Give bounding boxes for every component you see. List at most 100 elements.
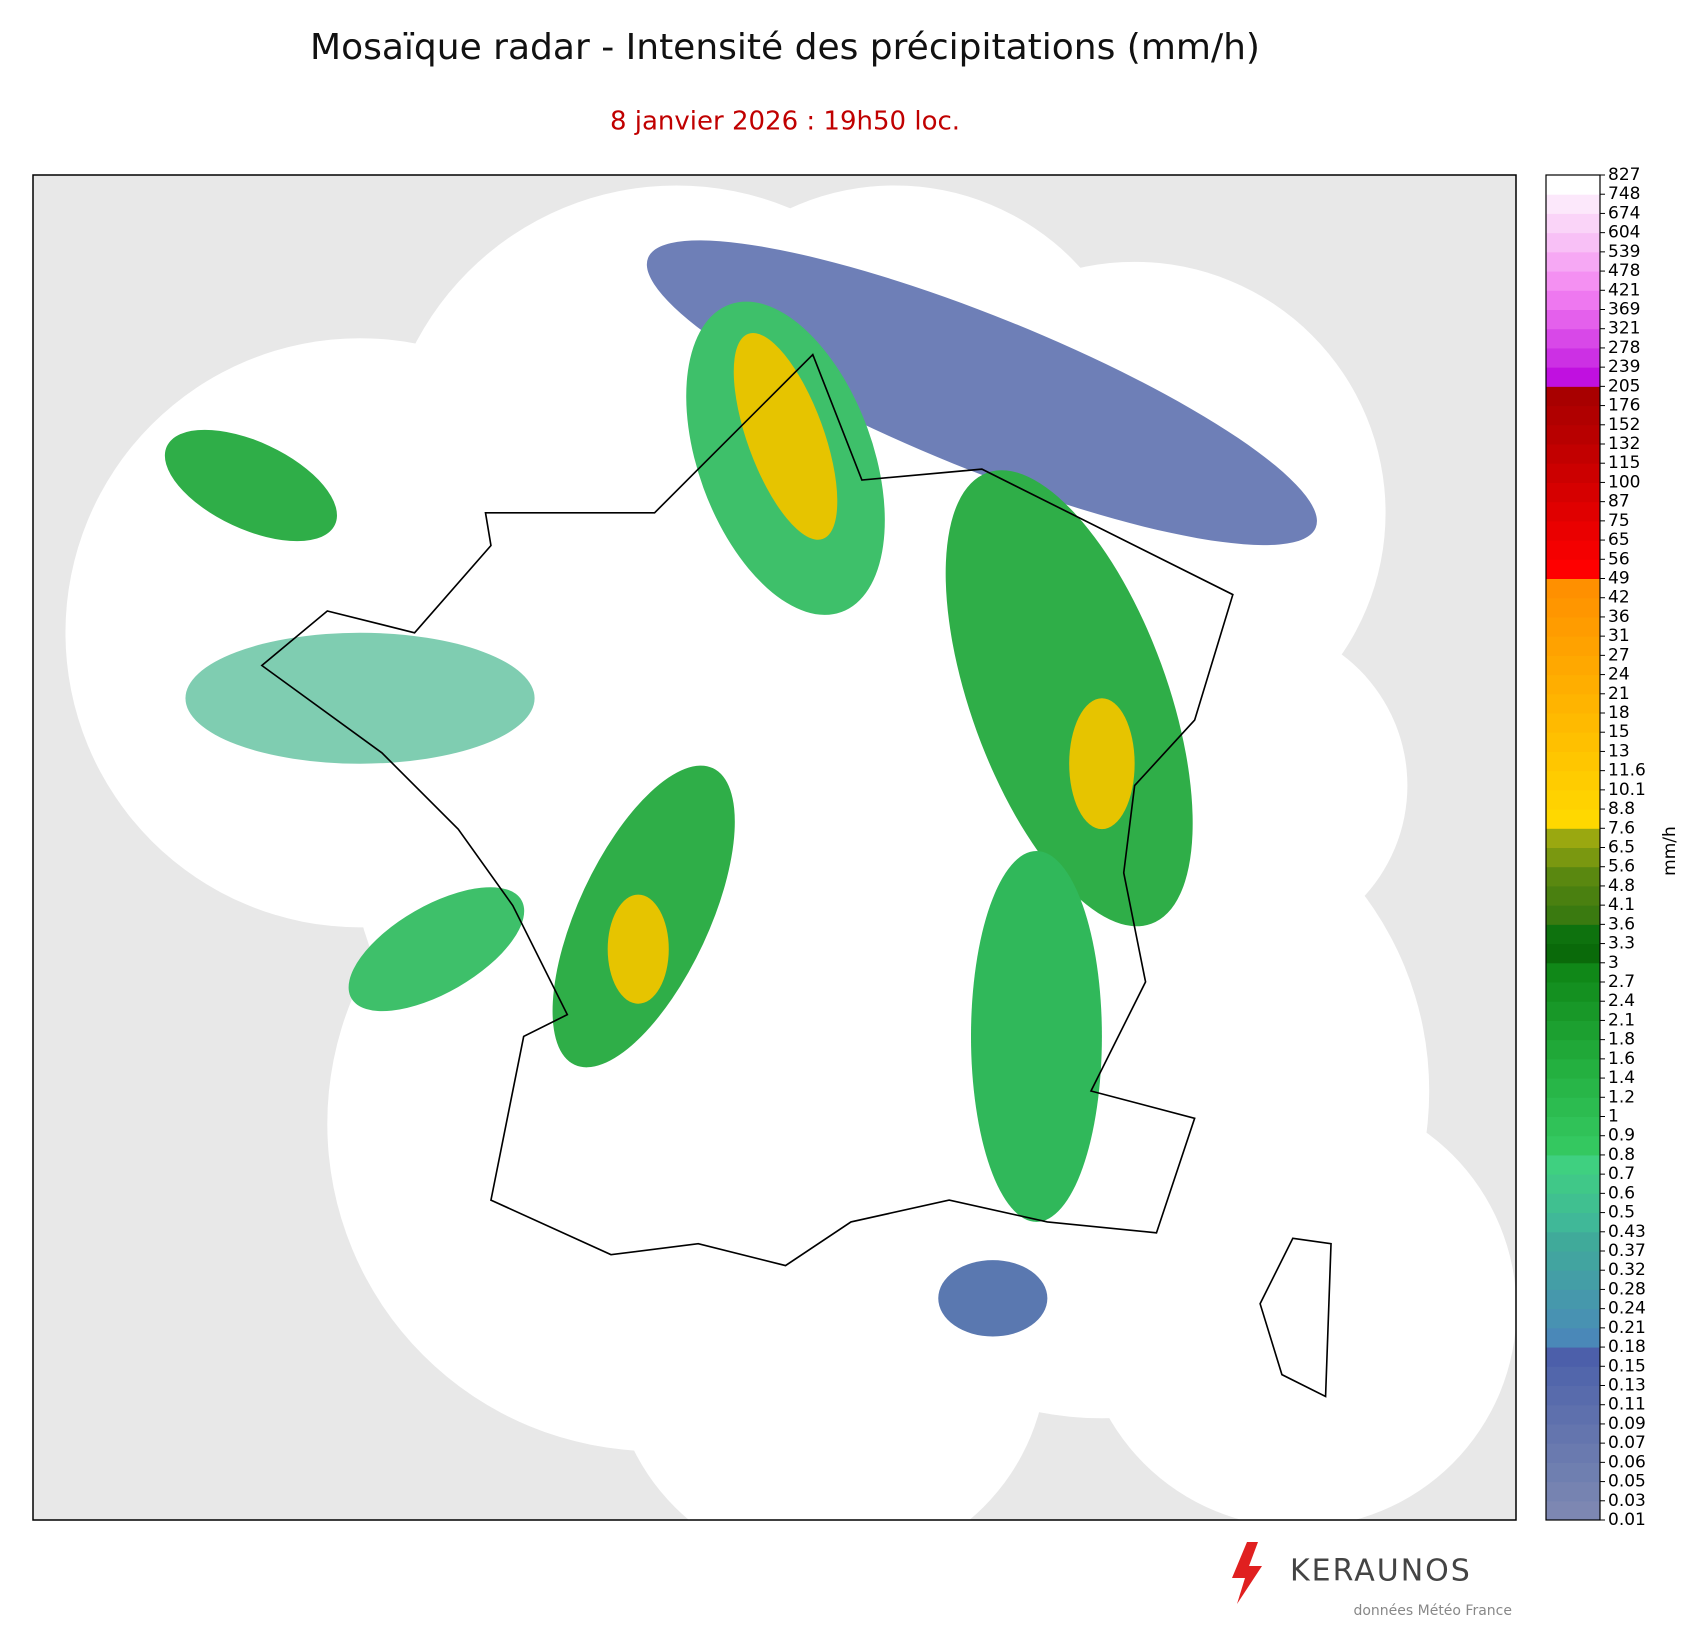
- colorbar-tick-label: 0.09: [1608, 1414, 1646, 1434]
- colorbar-tick-label: 176: [1608, 396, 1640, 416]
- colorbar-tick-label: 0.13: [1608, 1376, 1646, 1396]
- colorbar-segment: [1546, 828, 1600, 848]
- colorbar-tick-label: 0.5: [1608, 1203, 1635, 1223]
- colorbar-segment: [1546, 1212, 1600, 1233]
- subtitle: 8 janvier 2026 : 19h50 loc.: [610, 107, 960, 137]
- colorbar-tick-label: 674: [1608, 203, 1640, 223]
- colorbar-segment: [1546, 636, 1600, 656]
- colorbar-tick-label: 604: [1608, 223, 1640, 243]
- colorbar-tick-label: 1.2: [1608, 1087, 1635, 1107]
- colorbar-segment: [1546, 1270, 1600, 1290]
- colorbar-segment: [1546, 866, 1600, 887]
- colorbar-segment: [1546, 463, 1600, 483]
- colorbar-segment: [1546, 1289, 1600, 1310]
- colorbar-tick-label: 0.01: [1608, 1510, 1646, 1530]
- colorbar-tick-label: 6.5: [1608, 838, 1635, 858]
- colorbar-tick-label: 0.11: [1608, 1395, 1646, 1415]
- colorbar-segment: [1546, 905, 1600, 925]
- colorbar-tick-label: 0.28: [1608, 1279, 1646, 1299]
- colorbar-segment: [1546, 597, 1600, 618]
- colorbar-tick-label: 0.21: [1608, 1318, 1646, 1338]
- colorbar-segment: [1546, 1174, 1600, 1194]
- colorbar-segment: [1546, 943, 1600, 964]
- colorbar-tick-label: 132: [1608, 434, 1640, 454]
- colorbar-segment: [1546, 1020, 1600, 1041]
- colorbar-segment: [1546, 1423, 1600, 1444]
- logo-bolt: [1232, 1542, 1262, 1604]
- colorbar-segment: [1546, 713, 1600, 733]
- colorbar-tick-label: 0.06: [1608, 1452, 1646, 1472]
- colorbar-segment: [1546, 1116, 1600, 1137]
- colorbar-tick-label: 3.6: [1608, 914, 1635, 934]
- logo: KERAUNOS données Météo France: [1232, 1542, 1512, 1619]
- colorbar-tick-label: 748: [1608, 184, 1640, 204]
- colorbar-segment: [1546, 655, 1600, 676]
- colorbar-segment: [1546, 1500, 1600, 1521]
- colorbar-tick-label: 0.05: [1608, 1472, 1646, 1492]
- colorbar-segment: [1546, 789, 1600, 810]
- colorbar: 0.010.030.050.060.070.090.110.130.150.18…: [1545, 165, 1646, 1530]
- corsica-outline: [1259, 1237, 1332, 1398]
- colorbar-tick-label: 36: [1608, 607, 1630, 627]
- colorbar-segment: [1546, 540, 1600, 560]
- colorbar-tick-label: 278: [1608, 338, 1640, 358]
- colorbar-tick-label: 2.7: [1608, 972, 1635, 992]
- colorbar-tick-label: 31: [1608, 626, 1630, 646]
- colorbar-tick-label: 4.8: [1608, 876, 1635, 896]
- colorbar-tick-label: 3: [1608, 953, 1619, 973]
- colorbar-segment: [1546, 347, 1600, 368]
- colorbar-segment: [1546, 328, 1600, 349]
- colorbar-segment: [1546, 1366, 1600, 1386]
- colorbar-segment: [1546, 847, 1600, 868]
- colorbar-tick-label: 0.9: [1608, 1126, 1635, 1146]
- colorbar-tick-label: 42: [1608, 588, 1630, 608]
- colorbar-segment: [1546, 885, 1600, 906]
- colorbar-tick-label: 10.1: [1608, 780, 1646, 800]
- colorbar-tick-label: 27: [1608, 645, 1630, 665]
- colorbar-segment: [1546, 175, 1600, 195]
- colorbar-segment: [1546, 1001, 1600, 1021]
- colorbar-segment: [1546, 559, 1600, 579]
- colorbar-tick-label: 239: [1608, 357, 1640, 377]
- colorbar-segment: [1546, 962, 1600, 983]
- colorbar-segment: [1546, 309, 1600, 330]
- colorbar-segment: [1546, 1327, 1600, 1348]
- colorbar-segment: [1546, 578, 1600, 599]
- colorbar-segment: [1546, 251, 1600, 272]
- colorbar-tick-label: 0.32: [1608, 1260, 1646, 1280]
- colorbar-segment: [1546, 1443, 1600, 1463]
- colorbar-tick-label: 0.7: [1608, 1164, 1635, 1184]
- colorbar-tick-label: 4.1: [1608, 895, 1635, 915]
- colorbar-label: mm/h: [1660, 826, 1680, 876]
- colorbar-segment: [1546, 1308, 1600, 1329]
- colorbar-tick-label: 49: [1608, 569, 1630, 589]
- colorbar-segment: [1546, 271, 1600, 291]
- colorbar-segment: [1546, 213, 1600, 234]
- colorbar-segment: [1546, 732, 1600, 752]
- colorbar-segment: [1546, 444, 1600, 464]
- colorbar-tick-label: 18: [1608, 703, 1630, 723]
- colorbar-segment: [1546, 1385, 1600, 1406]
- colorbar-tick-label: 75: [1608, 511, 1630, 531]
- colorbar-segment: [1546, 194, 1600, 214]
- colorbar-tick-label: 1.4: [1608, 1068, 1635, 1088]
- colorbar-tick-label: 0.37: [1608, 1241, 1646, 1261]
- colorbar-tick-label: 5.6: [1608, 857, 1635, 877]
- colorbar-tick-label: 8.8: [1608, 799, 1635, 819]
- colorbar-tick-label: 1.8: [1608, 1030, 1635, 1050]
- colorbar-tick-label: 13: [1608, 741, 1630, 761]
- colorbar-tick-label: 478: [1608, 261, 1640, 281]
- map: [33, 175, 1516, 1520]
- colorbar-segment: [1546, 616, 1600, 637]
- colorbar-segment: [1546, 751, 1600, 772]
- colorbar-tick-label: 0.18: [1608, 1337, 1646, 1357]
- colorbar-tick-label: 1.6: [1608, 1049, 1635, 1069]
- colorbar-segment: [1546, 1039, 1600, 1060]
- colorbar-tick-label: 369: [1608, 300, 1640, 320]
- colorbar-tick-label: 2.1: [1608, 1010, 1635, 1030]
- colorbar-segment: [1546, 1404, 1600, 1425]
- colorbar-tick-label: 100: [1608, 472, 1640, 492]
- colorbar-tick-label: 87: [1608, 492, 1630, 512]
- colorbar-tick-label: 0.03: [1608, 1491, 1646, 1511]
